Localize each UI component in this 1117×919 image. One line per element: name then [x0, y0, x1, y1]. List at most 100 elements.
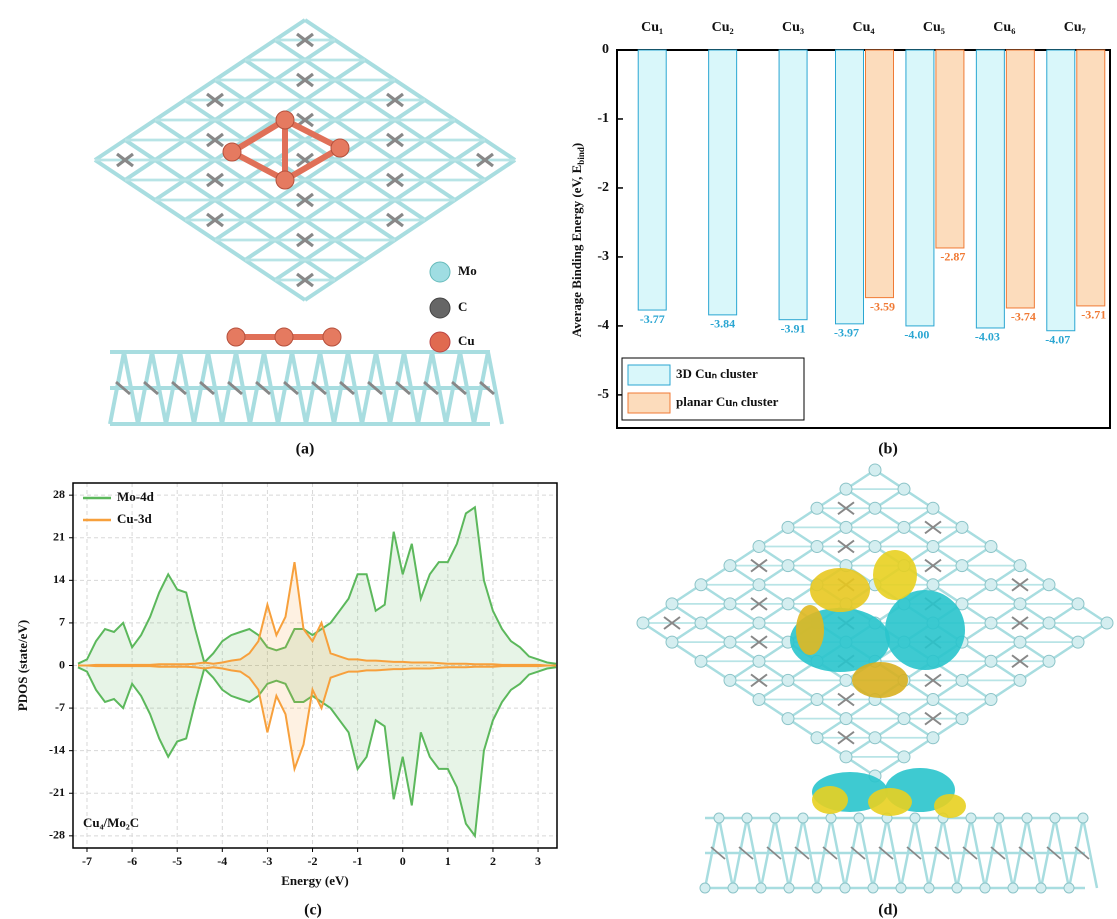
- atom: [1078, 813, 1088, 823]
- y-tick-label: -3: [597, 249, 609, 264]
- atom: [753, 655, 765, 667]
- atom: [700, 883, 710, 893]
- isosurface: [868, 788, 912, 816]
- atom: [956, 674, 968, 686]
- atom: [756, 883, 766, 893]
- panel-label: (c): [304, 902, 322, 919]
- x-tick-label: -7: [82, 854, 92, 868]
- atom: [994, 813, 1004, 823]
- isosurface: [852, 662, 908, 698]
- atom: [869, 732, 881, 744]
- atom: [782, 713, 794, 725]
- atom: [742, 813, 752, 823]
- atom: [980, 883, 990, 893]
- atom: [896, 883, 906, 893]
- atom: [811, 732, 823, 744]
- x-tick-label: Cu₁: [641, 20, 663, 35]
- value-label: -4.03: [975, 330, 1000, 344]
- cu-atom: [275, 328, 293, 346]
- value-label: -3.77: [640, 312, 665, 326]
- atom: [952, 883, 962, 893]
- y-axis-label: PDOS (state/eV): [15, 620, 30, 711]
- isosurface: [873, 550, 917, 600]
- value-label: -4.00: [904, 328, 929, 342]
- panel-label: (a): [296, 441, 315, 458]
- atom: [1101, 617, 1113, 629]
- cu-atom: [223, 143, 241, 161]
- atom-label: Mo: [458, 263, 477, 278]
- atom: [927, 579, 939, 591]
- atom: [1014, 598, 1026, 610]
- legend-label: Mo-4d: [117, 489, 155, 504]
- atom: [826, 813, 836, 823]
- y-tick-label: 7: [59, 615, 65, 629]
- figure: (a) (b) (c) (d) Mo C Cu Average Binding …: [0, 0, 1117, 919]
- atom: [782, 560, 794, 572]
- atom: [770, 813, 780, 823]
- cu-atom: [227, 328, 245, 346]
- atom: [840, 883, 850, 893]
- x-tick-label: Cu₄: [852, 20, 875, 35]
- atom: [868, 883, 878, 893]
- y-tick-label: -1: [597, 111, 609, 126]
- bar: [1047, 50, 1075, 331]
- y-tick-label: 14: [53, 572, 65, 586]
- atom: [927, 732, 939, 744]
- annotation: Cu₄/Mo₂C: [83, 815, 139, 830]
- value-label: -3.74: [1011, 310, 1036, 324]
- atom: [666, 598, 678, 610]
- atom: [1014, 674, 1026, 686]
- atom: [782, 521, 794, 533]
- y-tick-label: 0: [602, 42, 609, 57]
- y-tick-label: -28: [49, 828, 65, 842]
- cu-atom: [276, 111, 294, 129]
- atom: [898, 521, 910, 533]
- x-tick-label: 2: [490, 854, 496, 868]
- x-tick-label: 3: [535, 854, 541, 868]
- isosurface: [812, 786, 848, 814]
- atom: [666, 636, 678, 648]
- atom: [782, 598, 794, 610]
- x-tick-label: Cu₇: [1064, 20, 1086, 35]
- atom: [898, 751, 910, 763]
- value-label: -3.71: [1081, 308, 1106, 322]
- atom: [724, 674, 736, 686]
- atom: [898, 713, 910, 725]
- atom: [1008, 883, 1018, 893]
- x-tick-label: -3: [262, 854, 272, 868]
- x-tick-label: Cu₅: [923, 20, 945, 35]
- atom: [927, 694, 939, 706]
- atom: [782, 674, 794, 686]
- atom: [714, 813, 724, 823]
- y-axis-label: Average Binding Energy (eV, Ebind): [569, 143, 586, 337]
- atom: [1050, 813, 1060, 823]
- x-axis-label: Energy (eV): [281, 873, 349, 888]
- bar: [976, 50, 1004, 328]
- bar: [836, 50, 864, 324]
- atom: [695, 655, 707, 667]
- atom: [637, 617, 649, 629]
- atom: [724, 598, 736, 610]
- label-part: ): [569, 143, 584, 147]
- bar: [1006, 50, 1034, 308]
- atom: [811, 541, 823, 553]
- legend-swatch: [628, 393, 670, 413]
- isosurface: [810, 568, 870, 612]
- value-label: -3.84: [710, 317, 735, 331]
- atom: [869, 464, 881, 476]
- atom: [695, 617, 707, 629]
- atom: [1043, 617, 1055, 629]
- cu-atom: [323, 328, 341, 346]
- atom-icon: [430, 298, 450, 318]
- panel-label: (b): [878, 441, 898, 458]
- x-tick-label: -1: [353, 854, 363, 868]
- atom: [798, 813, 808, 823]
- bar: [936, 50, 964, 248]
- atom: [1022, 813, 1032, 823]
- atom: [869, 541, 881, 553]
- atom: [985, 617, 997, 629]
- y-tick-label: 21: [53, 530, 65, 544]
- atom: [724, 560, 736, 572]
- legend-swatch: [628, 365, 670, 385]
- y-tick-label: 0: [59, 657, 65, 671]
